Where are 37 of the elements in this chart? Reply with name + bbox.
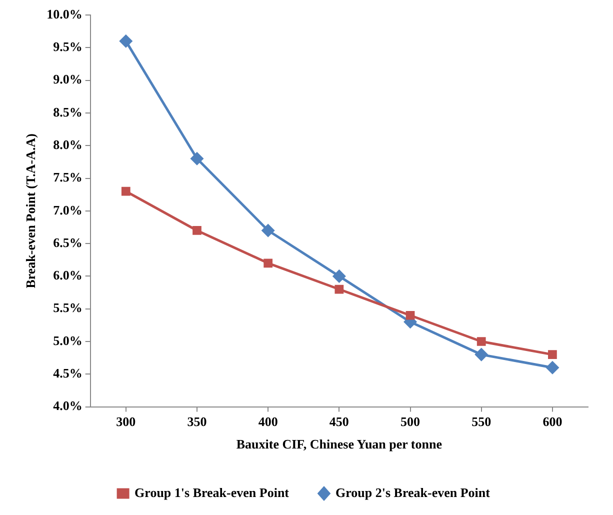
point [262,224,274,237]
x-tick-label: 550 [472,414,492,429]
point [334,284,344,294]
x-tick-label: 500 [400,414,420,429]
point [120,34,132,48]
point [190,152,204,165]
y-tick-label: 5.5% [53,300,82,316]
x-tick-label: 450 [329,414,349,429]
y-tick-label: 7.0% [53,202,82,218]
y-tick-label: 8.0% [53,136,82,152]
y-axis-title: Break-even Point (T.A-A.A) [23,134,38,288]
x-tick-label: 600 [542,414,562,429]
y-tick-label: 4.0% [53,398,82,414]
y-tick-label: 6.5% [53,234,82,250]
point [192,226,202,235]
point [121,186,130,196]
y-tick-label: 5.0% [53,332,82,348]
legend-label: Group 2's Break-even Point [336,484,491,500]
point [546,361,559,374]
x-tick-label: 400 [258,414,278,429]
x-tick-label: 300 [116,414,136,429]
point [264,258,273,268]
y-tick-label: 4.5% [53,366,82,381]
y-tick-label: 10.0% [46,6,82,22]
point [476,337,486,346]
point [406,310,415,320]
legend-label: Group 1's Break-even Point [134,484,290,500]
y-tick-label: 7.5% [53,170,82,185]
y-tick-label: 6.0% [53,268,82,283]
point [332,270,346,282]
x-tick-label: 350 [187,414,207,429]
y-tick-label: 9.5% [53,39,82,54]
y-tick-label: 8.5% [53,104,82,120]
x-axis-title: Bauxite CIF, Chinese Yuan per tonne [236,436,442,452]
y-tick-label: 9.0% [53,72,82,87]
point [475,348,488,361]
point [548,350,557,359]
